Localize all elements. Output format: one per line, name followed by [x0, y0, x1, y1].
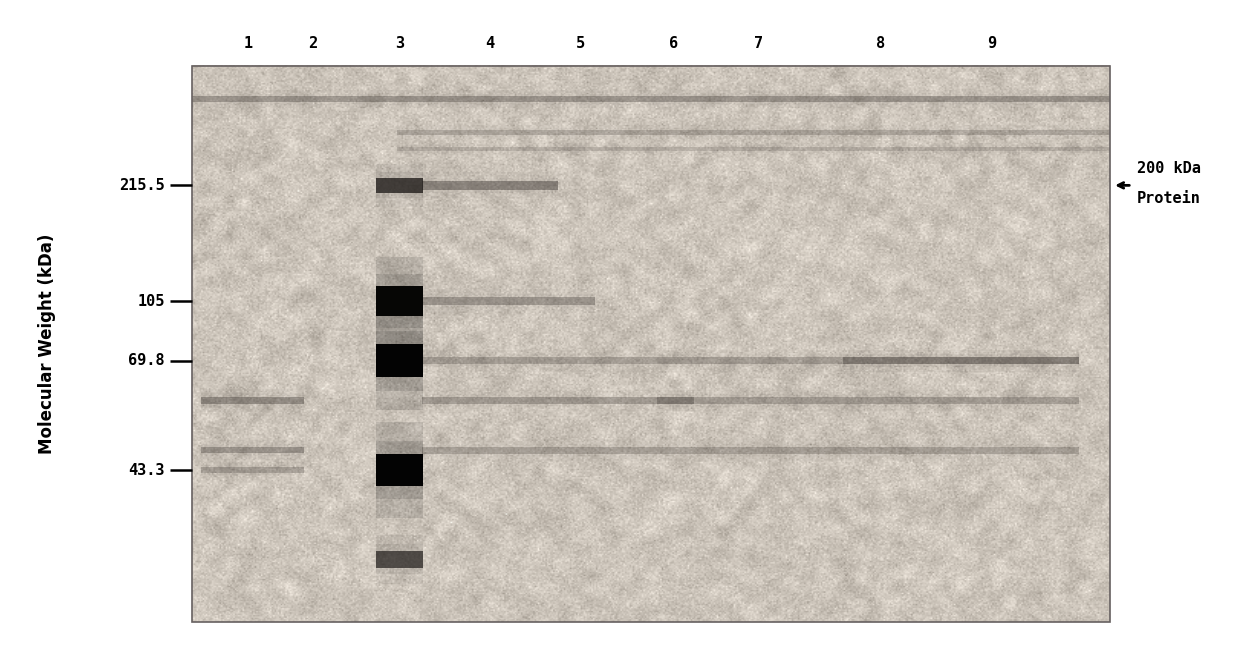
Bar: [397, 146, 1110, 152]
Bar: [201, 462, 304, 478]
Bar: [397, 130, 1110, 135]
Bar: [422, 394, 694, 407]
Bar: [422, 397, 694, 404]
Bar: [376, 256, 423, 346]
Bar: [376, 172, 423, 199]
Text: Molecular Weight (kDa): Molecular Weight (kDa): [38, 234, 56, 454]
Bar: [422, 354, 1079, 367]
Bar: [422, 177, 558, 193]
Bar: [376, 331, 423, 391]
Bar: [422, 446, 1079, 454]
Text: 43.3: 43.3: [129, 463, 165, 477]
Bar: [843, 354, 1079, 367]
Bar: [201, 465, 304, 475]
Bar: [376, 344, 423, 377]
Text: 7: 7: [754, 36, 764, 50]
Bar: [843, 357, 1079, 364]
Bar: [376, 422, 423, 518]
Text: 2: 2: [308, 36, 317, 50]
Bar: [422, 357, 1079, 364]
Text: 1: 1: [243, 36, 253, 50]
Bar: [201, 440, 304, 460]
Bar: [422, 440, 1079, 461]
Text: 200 kDa: 200 kDa: [1137, 162, 1202, 176]
Bar: [376, 178, 423, 193]
Text: 3: 3: [394, 36, 404, 50]
Text: 8: 8: [875, 36, 885, 50]
Bar: [201, 397, 304, 404]
Bar: [657, 394, 1079, 407]
Bar: [192, 97, 1110, 102]
Text: 5: 5: [575, 36, 585, 50]
Bar: [422, 350, 1079, 372]
Bar: [397, 143, 1110, 155]
Bar: [657, 397, 1079, 404]
Bar: [376, 442, 423, 498]
Bar: [376, 535, 423, 585]
Bar: [422, 294, 595, 308]
Text: 69.8: 69.8: [129, 354, 165, 368]
Bar: [397, 125, 1110, 139]
Bar: [422, 297, 595, 305]
Bar: [422, 444, 1079, 457]
Bar: [376, 164, 423, 207]
Bar: [192, 90, 1110, 108]
Bar: [397, 128, 1110, 136]
Bar: [376, 551, 423, 568]
Text: 105: 105: [138, 294, 165, 308]
Bar: [192, 66, 1110, 622]
Bar: [201, 389, 304, 412]
Text: 4: 4: [485, 36, 495, 50]
Bar: [201, 447, 304, 453]
Bar: [657, 389, 1079, 411]
Text: Protein: Protein: [1137, 191, 1202, 206]
Bar: [422, 389, 694, 411]
Text: 215.5: 215.5: [119, 178, 165, 193]
Bar: [201, 444, 304, 456]
Text: 9: 9: [987, 36, 997, 50]
Bar: [192, 94, 1110, 105]
Bar: [201, 393, 304, 408]
Bar: [376, 274, 423, 328]
Bar: [376, 454, 423, 486]
Bar: [422, 289, 595, 313]
Text: 6: 6: [668, 36, 678, 50]
Bar: [397, 147, 1110, 151]
Bar: [422, 172, 558, 199]
Bar: [201, 467, 304, 473]
Bar: [843, 350, 1079, 372]
Bar: [376, 311, 423, 410]
Bar: [376, 544, 423, 574]
Bar: [376, 286, 423, 316]
Bar: [422, 181, 558, 189]
